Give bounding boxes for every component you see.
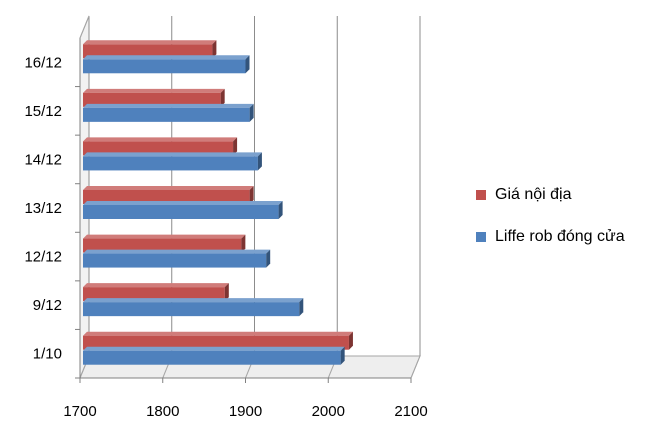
bar-end — [249, 186, 254, 204]
bar — [83, 190, 250, 204]
x-tick-label: 1800 — [146, 403, 179, 420]
legend: Giá nội địa Liffe rob đóng cửa — [476, 185, 625, 269]
y-tick-label: 9/12 — [33, 297, 62, 314]
bar — [83, 107, 250, 122]
bar — [83, 335, 349, 350]
x-tick-label: 2100 — [394, 403, 427, 420]
bar-top — [83, 298, 304, 303]
bar — [83, 253, 267, 268]
legend-item-domestic: Giá nội địa — [476, 185, 625, 205]
y-tick-label: 13/12 — [24, 200, 62, 217]
bar-end — [212, 40, 217, 59]
bar-top — [83, 40, 217, 45]
y-tick-label: 15/12 — [24, 103, 62, 120]
bar — [83, 205, 279, 219]
x-tick-label: 1700 — [63, 403, 96, 420]
bar-end — [348, 331, 353, 350]
bar-end — [278, 201, 283, 219]
bar-top — [83, 88, 225, 93]
legend-swatch-domestic — [476, 190, 486, 200]
gridline-floor — [410, 355, 421, 379]
bar-end — [220, 88, 225, 107]
bar-top — [83, 249, 271, 254]
bar-end — [257, 152, 262, 171]
x-tick-label: 2000 — [312, 403, 345, 420]
bar-end — [340, 346, 345, 365]
bar-top — [83, 234, 246, 239]
legend-item-liffe: Liffe rob đóng cửa — [476, 227, 625, 247]
bar-end — [224, 283, 229, 302]
bar-top — [83, 55, 250, 60]
bar — [83, 59, 246, 74]
bar-end — [241, 234, 246, 253]
bar — [83, 156, 258, 171]
bar-top — [83, 103, 254, 108]
bar-top — [83, 137, 238, 142]
y-tick-label: 12/12 — [24, 249, 62, 266]
bar — [83, 238, 242, 253]
bar-top — [83, 152, 262, 157]
bar-end — [233, 137, 238, 156]
y-tick-label: 1/10 — [33, 346, 62, 363]
legend-label-liffe: Liffe rob đóng cửa — [495, 228, 625, 245]
bar-end — [266, 249, 271, 268]
legend-swatch-liffe — [476, 232, 486, 242]
legend-label-domestic: Giá nội địa — [495, 186, 572, 203]
y-tick-label: 16/12 — [24, 54, 62, 71]
bar-end — [249, 103, 254, 122]
bar — [83, 287, 225, 302]
wall-edge — [79, 15, 90, 39]
bar-top — [83, 283, 229, 288]
bar-top — [83, 346, 345, 351]
y-tick-label: 14/12 — [24, 151, 62, 168]
bar — [83, 350, 341, 365]
bar-top — [83, 201, 283, 205]
bar — [83, 302, 300, 317]
bar — [83, 141, 234, 156]
bar-top — [83, 331, 353, 336]
bar-end — [299, 298, 304, 317]
bar — [83, 92, 221, 107]
x-tick-label: 1900 — [229, 403, 262, 420]
bar-top — [83, 186, 254, 190]
bar-end — [245, 55, 250, 74]
bar — [83, 44, 213, 59]
